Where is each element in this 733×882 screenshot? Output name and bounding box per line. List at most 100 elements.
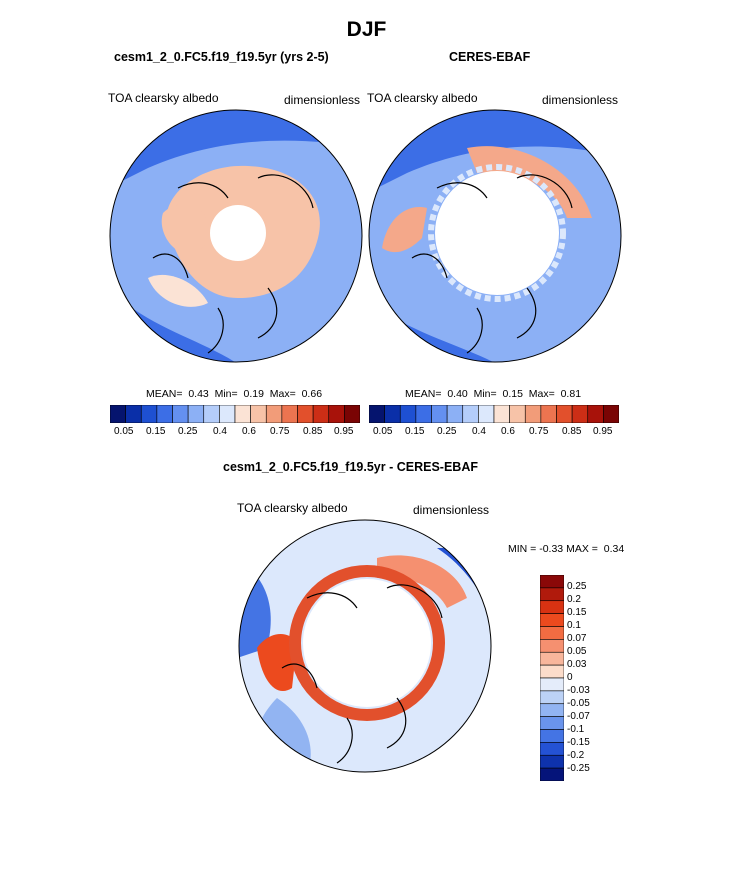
panel2-colorbar-ticks: 0.05 0.15 0.25 0.4 0.6 0.75 0.85 0.95 bbox=[369, 426, 619, 440]
colorbar-swatch bbox=[587, 405, 604, 423]
colorbar-swatch bbox=[540, 651, 564, 666]
colorbar-swatch bbox=[540, 742, 564, 756]
panel3-colorbar-label: -0.05 bbox=[567, 698, 590, 709]
panel2-missing-data-disk bbox=[435, 171, 559, 295]
colorbar-swatch bbox=[265, 405, 283, 423]
panel1-stats: MEAN= 0.43 Min= 0.19 Max= 0.66 bbox=[146, 388, 323, 400]
colorbar-swatch bbox=[297, 405, 314, 423]
panel1-tick: 0.85 bbox=[303, 426, 323, 437]
colorbar-swatch bbox=[312, 405, 330, 423]
colorbar-swatch bbox=[493, 405, 510, 423]
panel1-tick: 0.15 bbox=[146, 426, 166, 437]
colorbar-swatch bbox=[540, 613, 564, 627]
panel1-tick: 0.25 bbox=[178, 426, 198, 437]
panel3-colorbar-label: 0.25 bbox=[567, 581, 587, 592]
panel1-polar-map bbox=[109, 109, 363, 363]
colorbar-swatch bbox=[540, 405, 557, 423]
colorbar-swatch bbox=[125, 405, 142, 423]
panel2-tick: 0.4 bbox=[472, 426, 486, 437]
colorbar-swatch bbox=[328, 405, 345, 423]
colorbar-swatch bbox=[571, 405, 589, 423]
panel3-colorbar-label: 0.1 bbox=[567, 620, 581, 631]
colorbar-swatch bbox=[431, 405, 448, 423]
colorbar-swatch bbox=[203, 405, 220, 423]
panel3-polar-map bbox=[238, 519, 492, 773]
panel3-colorbar-label: 0.2 bbox=[567, 594, 581, 605]
panel2-title: CERES-EBAF bbox=[449, 50, 531, 64]
panel1-coastlines bbox=[152, 174, 314, 354]
panel2-stats: MEAN= 0.40 Min= 0.15 Max= 0.81 bbox=[405, 388, 582, 400]
panel2-tick: 0.6 bbox=[501, 426, 515, 437]
colorbar-swatch bbox=[540, 716, 564, 730]
panel2-tick: 0.25 bbox=[437, 426, 457, 437]
panel1-tick: 0.4 bbox=[213, 426, 227, 437]
panel2-missing-data-ring bbox=[428, 164, 566, 302]
panel3-colorbar-label: -0.15 bbox=[567, 737, 590, 748]
colorbar-swatch bbox=[140, 405, 158, 423]
colorbar-swatch bbox=[540, 587, 564, 602]
panel1-tick: 0.05 bbox=[114, 426, 134, 437]
colorbar-swatch bbox=[509, 405, 526, 423]
panel3-colorbar-label: 0.15 bbox=[567, 607, 587, 618]
colorbar-swatch bbox=[540, 626, 564, 640]
panel1-title: cesm1_2_0.FC5.f19_f19.5yr (yrs 2-5) bbox=[114, 50, 329, 64]
colorbar-swatch bbox=[540, 690, 564, 705]
panel3-title: cesm1_2_0.FC5.f19_f19.5yr - CERES-EBAF bbox=[223, 460, 478, 474]
panel3-colorbar bbox=[540, 575, 564, 781]
panel3-colorbar-label: 0.03 bbox=[567, 659, 587, 670]
panel1-units-label: dimensionless bbox=[284, 93, 361, 107]
colorbar-swatch bbox=[540, 677, 564, 692]
panel3-colorbar-labels: 0.25 0.2 0.15 0.1 0.07 0.05 0.03 0 -0.03… bbox=[567, 575, 617, 781]
colorbar-swatch bbox=[344, 405, 360, 423]
panel1-variable-label: TOA clearsky albedo bbox=[108, 91, 219, 105]
colorbar-swatch bbox=[415, 405, 432, 423]
panel3-missing-data-disk bbox=[303, 579, 431, 707]
panel2-tick: 0.05 bbox=[373, 426, 393, 437]
panel3-colorbar-label: 0 bbox=[567, 672, 573, 683]
panel2-polar-map bbox=[368, 109, 622, 363]
colorbar-swatch bbox=[110, 405, 126, 423]
colorbar-swatch bbox=[524, 405, 542, 423]
panel3-colorbar-label: -0.25 bbox=[567, 763, 590, 774]
panel2-tick: 0.95 bbox=[593, 426, 613, 437]
panel2-variable-label: TOA clearsky albedo bbox=[367, 91, 478, 105]
colorbar-swatch bbox=[156, 405, 173, 423]
colorbar-swatch bbox=[540, 600, 564, 614]
panel1-colorbar bbox=[110, 405, 360, 423]
colorbar-swatch bbox=[540, 664, 564, 679]
colorbar-swatch bbox=[540, 729, 564, 743]
colorbar-swatch bbox=[540, 639, 564, 653]
panel2-tick: 0.15 bbox=[405, 426, 425, 437]
colorbar-swatch bbox=[603, 405, 619, 423]
panel1-colorbar-ticks: 0.05 0.15 0.25 0.4 0.6 0.75 0.85 0.95 bbox=[110, 426, 360, 440]
panel1-greenland-region bbox=[161, 204, 209, 254]
colorbar-swatch bbox=[219, 405, 236, 423]
panel2-tick: 0.85 bbox=[562, 426, 582, 437]
colorbar-swatch bbox=[384, 405, 401, 423]
panel1-eurasia-region bbox=[148, 274, 208, 307]
panel3-colorbar-label: -0.07 bbox=[567, 711, 590, 722]
colorbar-swatch bbox=[540, 575, 564, 589]
panel1-tick: 0.95 bbox=[334, 426, 354, 437]
panel2-colorbar bbox=[369, 405, 619, 423]
panel3-colorbar-label: -0.1 bbox=[567, 724, 585, 735]
panel3-variable-label: TOA clearsky albedo bbox=[237, 501, 348, 515]
colorbar-swatch bbox=[478, 405, 495, 423]
colorbar-swatch bbox=[446, 405, 464, 423]
colorbar-swatch bbox=[369, 405, 385, 423]
colorbar-swatch bbox=[187, 405, 205, 423]
panel3-units-label: dimensionless bbox=[413, 503, 490, 517]
panel3-colorbar-label: 0.05 bbox=[567, 646, 587, 657]
colorbar-swatch bbox=[281, 405, 298, 423]
panel1-pole-hole bbox=[210, 205, 266, 261]
panel3-colorbar-label: -0.2 bbox=[567, 750, 585, 761]
colorbar-swatch bbox=[399, 405, 417, 423]
panel2-tick: 0.75 bbox=[529, 426, 549, 437]
panel1-tick: 0.6 bbox=[242, 426, 256, 437]
panel3-positive-region-north bbox=[377, 555, 467, 608]
panel2-units-label: dimensionless bbox=[542, 93, 619, 107]
panel3-colorbar-label: -0.03 bbox=[567, 685, 590, 696]
panel3-colorbar-label: 0.07 bbox=[567, 633, 587, 644]
colorbar-swatch bbox=[250, 405, 267, 423]
figure-title: DJF bbox=[346, 18, 387, 41]
